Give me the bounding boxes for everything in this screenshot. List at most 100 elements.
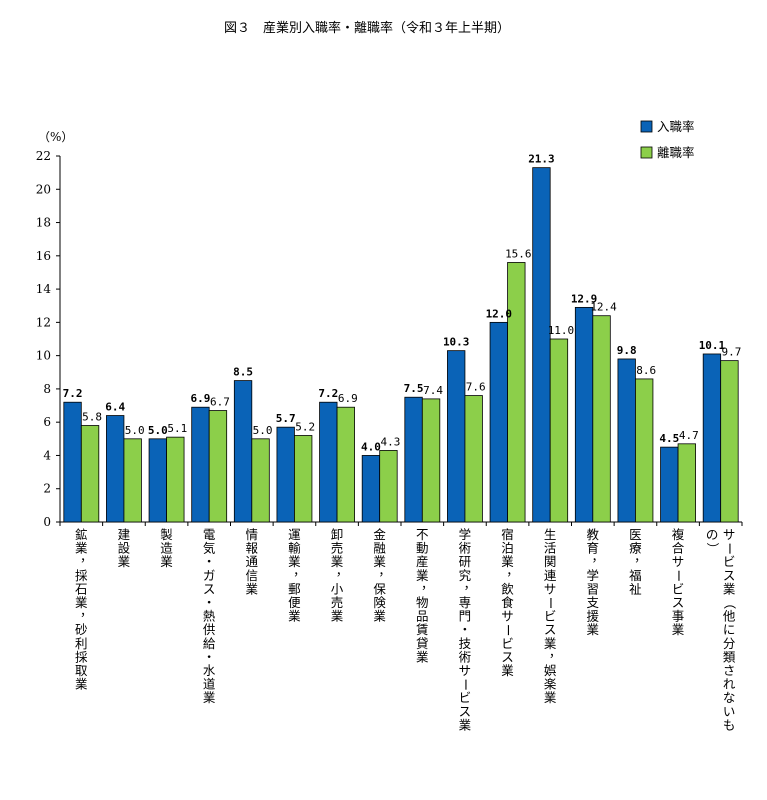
- category-label-char: 気: [203, 541, 216, 556]
- category-label-char: 合: [672, 541, 685, 556]
- data-label-nyushoku: 7.2: [63, 387, 83, 400]
- data-label-rishoku: 15.6: [505, 247, 532, 260]
- bar-nyushoku: [532, 167, 551, 523]
- category-label-char: 事: [672, 609, 685, 624]
- category-label-char: 造: [160, 541, 173, 556]
- y-tick-label: 10: [36, 349, 51, 363]
- data-label-nyushoku: 6.4: [105, 401, 125, 414]
- category-label-char: ビ: [672, 581, 685, 596]
- category-label-char: 郵: [288, 581, 301, 596]
- category-label-char: 輸: [288, 541, 301, 556]
- bar-nyushoku: [148, 438, 167, 523]
- category-label-char: 業: [416, 649, 429, 664]
- category-label-char: ・: [459, 622, 472, 637]
- category-label-char: 業: [373, 554, 386, 569]
- y-tick-label: 22: [36, 149, 51, 163]
- data-label-nyushoku: 8.5: [233, 366, 253, 379]
- data-label-rishoku: 5.1: [167, 422, 187, 435]
- bar-rishoku: [464, 395, 483, 523]
- y-tick-label: 2: [43, 482, 51, 496]
- bar-nyushoku: [660, 446, 679, 523]
- category-label-char: 不: [416, 527, 429, 542]
- category-label-char: 関: [544, 554, 557, 569]
- bar-nyushoku: [447, 350, 466, 523]
- category-label-char: ，: [506, 563, 519, 578]
- data-label-rishoku: 5.8: [82, 411, 102, 424]
- bar-nyushoku: [106, 415, 125, 523]
- category-label-char: ，: [378, 563, 391, 578]
- category-label-char: ガ: [203, 568, 216, 583]
- category-label-char: ，: [634, 549, 647, 564]
- category-label-char: ，: [421, 576, 434, 591]
- category-label-char: ビ: [501, 636, 514, 651]
- category-label-char: 業: [672, 622, 685, 637]
- bar-rishoku: [294, 435, 313, 523]
- y-tick-label: 0: [43, 515, 51, 529]
- bar-nyushoku: [361, 455, 381, 523]
- category-label-char: 険: [373, 595, 386, 610]
- legend-label-nyushoku: 入職率: [657, 119, 695, 134]
- category-label-char: 祉: [629, 581, 642, 596]
- category-label-char: れ: [723, 677, 736, 692]
- category-label-char: ・: [203, 595, 216, 610]
- category-label-char: 究: [459, 568, 472, 583]
- category-label-char: ，: [336, 563, 349, 578]
- category-label-char: ，: [592, 549, 605, 564]
- category-label-char: ビ: [459, 690, 472, 705]
- category-label-char: 業: [160, 554, 173, 569]
- category-label-char: 業: [587, 622, 600, 637]
- category-label-char: 学: [459, 527, 472, 542]
- category-label-char: 業: [75, 541, 88, 556]
- bar-nyushoku: [63, 401, 82, 523]
- category-label-char: 製: [160, 527, 173, 542]
- bar-rishoku: [677, 443, 696, 523]
- category-label-char: 業: [203, 690, 216, 705]
- y-tick-label: 6: [43, 415, 51, 429]
- category-label-char: （: [722, 597, 737, 610]
- bar-nyushoku: [276, 426, 295, 523]
- category-label-char: サ: [723, 527, 736, 542]
- legend-label-rishoku: 離職率: [657, 145, 695, 160]
- category-label-char: ー: [543, 597, 558, 610]
- category-label-char: 福: [629, 568, 642, 583]
- category-label-char: 療: [629, 541, 642, 556]
- category-label-char: も: [723, 717, 736, 732]
- category-label-char: ，: [80, 604, 93, 619]
- category-label: 電気・ガス・熱供給・水道業: [203, 527, 216, 705]
- category-label-char: サ: [501, 609, 514, 624]
- data-label-rishoku: 5.0: [125, 424, 145, 437]
- category-label-char: さ: [723, 663, 736, 678]
- category-label-char: 売: [331, 595, 344, 610]
- category-label-char: 道: [203, 677, 216, 692]
- category-label-char: 卸: [331, 527, 344, 542]
- y-tick-label: 20: [36, 182, 51, 196]
- data-label-nyushoku: 21.3: [528, 153, 555, 166]
- category-label-char: 熱: [203, 609, 216, 624]
- data-label-rishoku: 4.7: [679, 429, 699, 442]
- category-label-char: 品: [416, 609, 429, 624]
- category-label-char: 専: [459, 595, 472, 610]
- category-label-char: 動: [416, 541, 429, 556]
- category-label-char: 売: [331, 541, 344, 556]
- category-label-char: ー: [671, 570, 686, 583]
- category-label-char: 運: [288, 527, 301, 542]
- category-label-char: 設: [118, 541, 131, 556]
- category-label: 製造業: [160, 527, 173, 569]
- category-label-char: ス: [501, 649, 514, 664]
- data-label-nyushoku: 10.3: [443, 336, 470, 349]
- category-label-char: ス: [672, 595, 685, 610]
- bar-nyushoku: [233, 380, 253, 523]
- category-label-char: 業: [373, 609, 386, 624]
- category-label-char: 業: [501, 554, 514, 569]
- category-label-char: 宿: [501, 527, 514, 542]
- bar-rishoku: [208, 410, 228, 523]
- category-label-char: 業: [246, 581, 259, 596]
- category-label-char: 門: [459, 609, 472, 624]
- bar-rishoku: [251, 438, 270, 523]
- category-label-char: 通: [246, 554, 259, 569]
- category-label-char: ・: [203, 554, 216, 569]
- y-axis-unit: （%）: [38, 130, 73, 144]
